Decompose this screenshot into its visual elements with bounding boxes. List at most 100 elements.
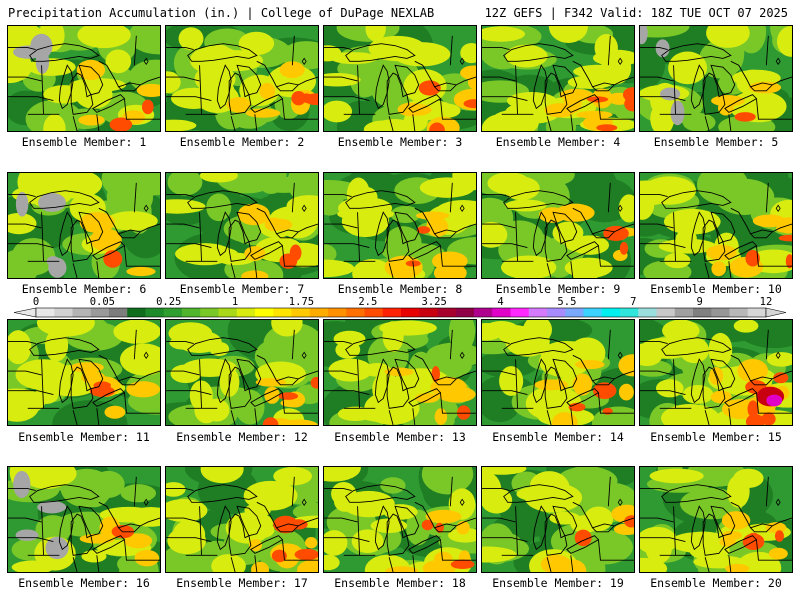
moderate-precip-area (324, 467, 361, 482)
light-precip-area (128, 26, 160, 55)
colorbar-swatch (620, 308, 639, 317)
very-heavy-precip-area (89, 385, 115, 397)
very-heavy-precip-area (429, 122, 446, 131)
very-heavy-precip-area (785, 254, 792, 269)
colorbar-swatch (747, 308, 767, 317)
heavy-precip-area (430, 376, 467, 398)
heavy-precip-area (385, 566, 419, 572)
colorbar-max-arrow (765, 307, 787, 318)
ensemble-member-label: Ensemble Member: 3 (337, 135, 463, 149)
moderate-precip-area (194, 396, 219, 424)
heavy-precip-area (279, 61, 305, 79)
colorbar-swatch (291, 308, 311, 317)
map-outlines (8, 329, 160, 425)
colorbar-tick-label: 3.25 (422, 296, 447, 308)
colorbar-tick-label: 0.25 (156, 296, 181, 308)
colorbar-tick-label: 1.75 (289, 296, 314, 308)
moderate-precip-area (166, 119, 197, 131)
heavy-precip-area (725, 563, 750, 572)
colorbar-swatch (182, 308, 201, 317)
moderate-precip-area (170, 87, 217, 109)
moderate-precip-area (487, 173, 531, 195)
colorbar-tick-label: 9 (696, 296, 702, 308)
light-precip-area (532, 173, 575, 186)
ensemble-member-label: Ensemble Member: 17 (176, 576, 308, 590)
moderate-precip-area (182, 358, 237, 377)
ensemble-member-label: Ensemble Member: 4 (495, 135, 621, 149)
moderate-precip-area (11, 560, 55, 572)
valid-time: 12Z GEFS | F342 Valid: 18Z TUE OCT 07 20… (484, 6, 788, 20)
very-heavy-precip-area (778, 234, 792, 242)
moderate-precip-area (371, 119, 418, 131)
very-heavy-precip-area (745, 414, 765, 425)
moderate-precip-area (328, 358, 373, 382)
city-marker-icon (617, 204, 623, 212)
colorbar-tick-label: 7 (630, 296, 636, 308)
map-outlines (8, 35, 160, 131)
moderate-precip-area (273, 467, 313, 486)
colorbar-tick-label: 12 (760, 296, 773, 308)
heavy-precip-area (434, 408, 448, 425)
colorbar-swatch (656, 308, 676, 317)
ensemble-member-map (165, 172, 319, 279)
trace-precip-area (15, 191, 29, 217)
city-marker-icon (775, 498, 781, 506)
moderate-precip-area (324, 530, 348, 556)
map-outlines (640, 35, 792, 131)
moderate-precip-area (168, 322, 213, 345)
moderate-precip-area (570, 235, 610, 255)
city-marker-icon (459, 498, 465, 506)
heavy-precip-area (618, 383, 634, 401)
colorbar-swatch (54, 308, 73, 317)
ensemble-member-label: Ensemble Member: 14 (492, 430, 624, 444)
colorbar-swatch (255, 308, 274, 317)
moderate-precip-area (499, 366, 524, 396)
moderate-precip-area (331, 482, 357, 506)
moderate-precip-area (482, 114, 518, 131)
light-precip-area (421, 467, 474, 495)
trace-precip-area (15, 529, 39, 541)
ensemble-member-map (165, 319, 319, 426)
ensemble-member-map (7, 25, 161, 132)
moderate-precip-area (662, 320, 700, 342)
moderate-precip-area (482, 546, 517, 563)
moderate-precip-area (661, 403, 720, 425)
very-heavy-precip-area (603, 225, 629, 241)
heavy-precip-area (737, 358, 769, 383)
light-precip-area (680, 488, 744, 520)
very-heavy-precip-area (289, 519, 308, 530)
city-marker-icon (301, 57, 307, 65)
very-heavy-precip-area (619, 241, 629, 255)
light-precip-area (120, 484, 157, 503)
moderate-precip-area (668, 51, 708, 85)
very-heavy-precip-area (109, 117, 133, 131)
ensemble-member-label: Ensemble Member: 18 (334, 576, 466, 590)
ensemble-member-map (639, 319, 793, 426)
trace-precip-area (13, 470, 31, 498)
ensemble-member-label: Ensemble Member: 16 (18, 576, 150, 590)
very-heavy-precip-area (304, 93, 318, 106)
moderate-precip-area (244, 503, 271, 518)
colorbar-swatch (583, 308, 603, 317)
light-precip-area (324, 244, 337, 264)
heavy-precip-area (711, 261, 727, 277)
moderate-precip-area (618, 194, 634, 223)
moderate-precip-area (324, 554, 340, 571)
heavy-precip-area (765, 522, 787, 534)
very-heavy-precip-area (624, 515, 634, 528)
colorbar-swatch (364, 308, 384, 317)
moderate-precip-area (352, 259, 393, 278)
moderate-precip-area (529, 471, 569, 500)
ensemble-member-map (481, 319, 635, 426)
colorbar-swatch (72, 308, 92, 317)
colorbar-swatch (328, 308, 347, 317)
very-heavy-precip-area (622, 87, 634, 103)
ensemble-member-map (165, 466, 319, 573)
trace-precip-area (45, 536, 69, 560)
ensemble-member-label: Ensemble Member: 8 (337, 282, 463, 296)
trace-precip-area (37, 500, 67, 514)
colorbar-swatch (419, 308, 438, 317)
map-outlines (166, 476, 318, 572)
moderate-precip-area (460, 42, 476, 64)
moderate-precip-area (43, 114, 66, 131)
